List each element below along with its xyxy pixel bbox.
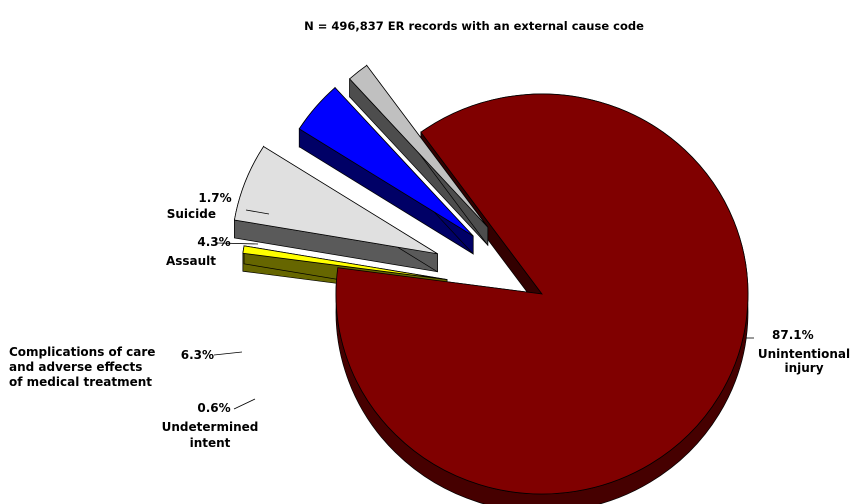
leader-line bbox=[213, 351, 243, 356]
pie-slice bbox=[335, 93, 749, 495]
slice-category-label: intent bbox=[190, 436, 231, 450]
slice-percent-label: 0.6% bbox=[197, 401, 230, 415]
slice-category-label: Unintentional bbox=[758, 347, 850, 361]
pie-slice bbox=[349, 64, 489, 228]
leader-line bbox=[245, 209, 270, 215]
slice-category-label: and adverse effects bbox=[9, 360, 142, 374]
slice-percent-label: 1.7% bbox=[198, 191, 231, 205]
slice-category-label: Undetermined bbox=[162, 420, 259, 434]
pie-slice bbox=[242, 245, 448, 280]
slice-category-label: Suicide bbox=[167, 207, 216, 221]
slice-category-label: of medical treatment bbox=[9, 375, 152, 389]
slice-category-label: Assault bbox=[166, 254, 216, 268]
slice-percent-label: 87.1% bbox=[772, 328, 814, 342]
pie-slice bbox=[298, 87, 474, 237]
slice-percent-label: 6.3% bbox=[181, 348, 214, 362]
chart-title: N = 496,837 ER records with an external … bbox=[304, 19, 644, 33]
leader-line bbox=[233, 398, 256, 410]
slice-category-label: Complications of care bbox=[9, 345, 155, 359]
slice-percent-label: 4.3% bbox=[197, 235, 230, 249]
pie-slices bbox=[233, 64, 749, 504]
pie-slice bbox=[233, 146, 438, 255]
leader-line bbox=[216, 242, 259, 245]
slice-category-label: injury bbox=[784, 361, 823, 375]
